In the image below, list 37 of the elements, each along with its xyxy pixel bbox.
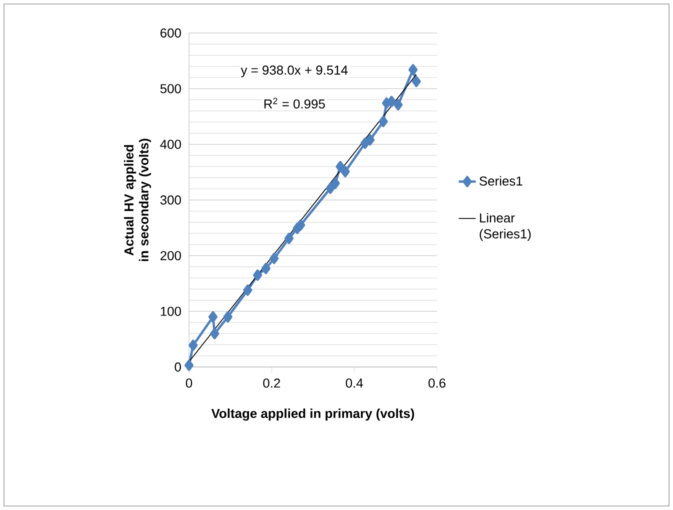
annotation: R$^{2}$ = 0.995 bbox=[264, 98, 325, 109]
legend-label: Series1 bbox=[480, 176, 522, 186]
x-axis-title: Voltage applied in primary (volts) bbox=[211, 408, 414, 421]
annotation: y = 938.0x + 9.514 bbox=[240, 66, 348, 78]
point bbox=[412, 76, 421, 88]
y-tick-label: 100 bbox=[160, 306, 181, 316]
point bbox=[394, 99, 403, 111]
point bbox=[188, 340, 198, 351]
point bbox=[243, 284, 252, 296]
point bbox=[378, 116, 388, 128]
legend-label: Linear (Series1) bbox=[480, 212, 531, 242]
point bbox=[184, 360, 194, 372]
x-tick-label: 0 bbox=[186, 378, 192, 388]
point bbox=[340, 166, 350, 178]
point bbox=[208, 311, 218, 323]
y-tick-label: 300 bbox=[160, 195, 181, 205]
y-tick-label: 200 bbox=[160, 251, 181, 260]
y-tick-label: 0 bbox=[174, 362, 181, 372]
point bbox=[408, 64, 418, 76]
y-tick-label: 600 bbox=[160, 28, 181, 38]
point bbox=[336, 160, 345, 172]
y-tick-label: 400 bbox=[160, 140, 181, 149]
point bbox=[210, 328, 220, 340]
y-tick-label: 500 bbox=[160, 84, 181, 94]
x-tick-label: 0.2 bbox=[263, 378, 280, 388]
x-tick-label: 0.4 bbox=[346, 378, 363, 388]
point bbox=[365, 134, 375, 146]
point bbox=[270, 252, 279, 264]
y-axis-title: Actual HV applied in secondary (volts) bbox=[124, 138, 152, 261]
x-tick-label: 0.6 bbox=[428, 378, 446, 388]
point bbox=[284, 232, 294, 244]
point bbox=[330, 178, 340, 189]
point bbox=[326, 182, 335, 194]
point bbox=[253, 269, 262, 281]
point bbox=[223, 311, 232, 323]
point bbox=[261, 262, 270, 274]
point bbox=[296, 219, 306, 231]
